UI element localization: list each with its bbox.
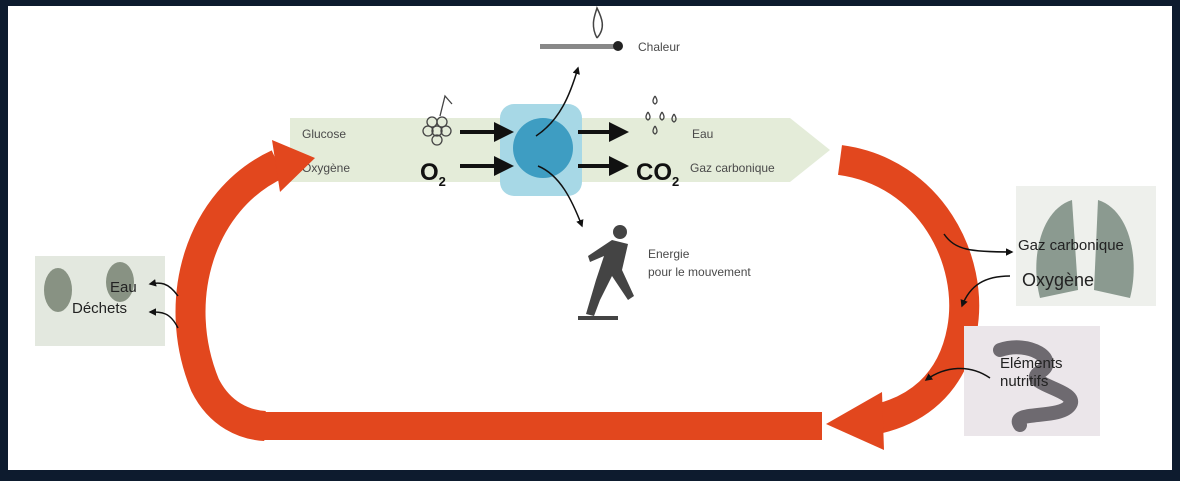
- co2-base: CO: [636, 159, 672, 186]
- lungs-in: Oxygène: [1022, 270, 1094, 290]
- kidney-waste: Déchets: [72, 300, 127, 317]
- lungs-out: Gaz carbonique: [1018, 237, 1124, 254]
- o2-base: O: [420, 159, 439, 186]
- heat-label: Chaleur: [638, 40, 680, 54]
- o2-sub: 2: [439, 174, 446, 189]
- intestine-line-2: nutritifs: [1000, 373, 1048, 390]
- loop-bottom: [262, 412, 822, 440]
- co2-sub: 2: [672, 174, 679, 189]
- kidney-left: [44, 268, 72, 312]
- water-label: Eau: [692, 127, 713, 141]
- co2-label: Gaz carbonique: [690, 161, 775, 175]
- diagram: Chaleur Glucose Oxygène O2 CO2 Eau Gaz c…: [0, 0, 1180, 481]
- energy-line-1: Energie: [648, 247, 690, 261]
- page: {"heat": {"label": "Chaleur"}, "inputs":…: [0, 0, 1180, 481]
- intestine-line-1: Eléments: [1000, 355, 1063, 372]
- kidney-water: Eau: [110, 279, 137, 296]
- energy-line-2: pour le mouvement: [648, 265, 751, 279]
- glucose-label: Glucose: [302, 127, 346, 141]
